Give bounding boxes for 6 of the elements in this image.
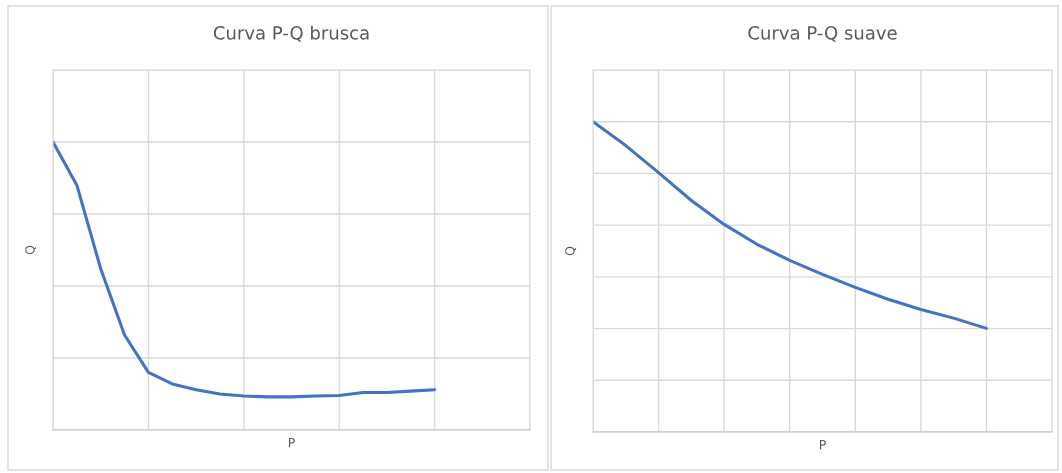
x-axis-title: P — [819, 440, 826, 450]
y-axis-title: Q — [25, 245, 37, 255]
chart-title: Curva P-Q suave — [748, 26, 897, 42]
chart-title: Curva P-Q brusca — [213, 25, 369, 42]
x-axis-title: P — [288, 438, 295, 448]
y-axis-title: Q — [565, 246, 577, 256]
